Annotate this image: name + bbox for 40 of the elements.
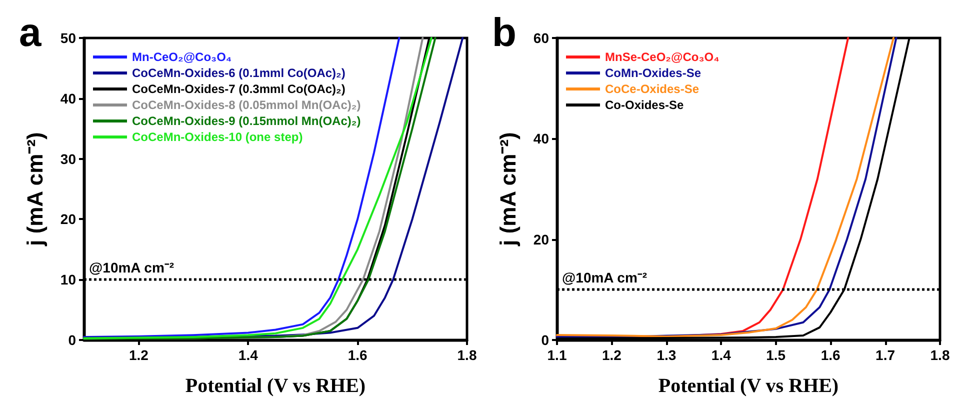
y-tick-label: 30 [60,150,76,167]
x-tick-label: 1.2 [128,347,149,363]
y-tick-label: 20 [60,211,76,228]
y-tick-label: 20 [533,231,550,248]
y-tick-label: 0 [541,332,550,348]
ref-line-label: @10mA cm⁻² [89,260,174,276]
x-tick-label: 1.8 [457,347,477,363]
x-tick-label: 1.4 [238,347,258,363]
chart-title: a [19,11,42,55]
legend-label: CoCeMn-Oxides-6 (0.1mml Co(OAc)₂) [132,66,346,80]
x-tick-label: 1.7 [876,347,896,363]
chart-title: b [492,11,516,55]
x-axis-title: Potential (V vs RHE) [658,375,839,397]
x-tick-label: 1.8 [930,347,950,363]
legend-label: Co-Oxides-Se [605,98,684,112]
ref-line-label: @10mA cm⁻² [562,270,648,286]
y-tick-label: 10 [60,272,76,288]
legend-label: CoCe-Oxides-Se [605,82,700,96]
y-axis-title: j (mA cm⁻²) [496,132,520,247]
legend-label: CoCeMn-Oxides-8 (0.05mmol Mn(OAc)₂) [132,98,361,112]
y-tick-label: 50 [60,30,76,46]
y-tick-label: 40 [533,130,550,147]
legend-label: CoCeMn-Oxides-7 (0.3mml Co(OAc)₂) [132,82,346,96]
x-tick-label: 1.4 [711,347,732,363]
legend-label: MnSe-CeO₂@Co₃O₄ [605,50,720,64]
y-tick-label: 60 [533,30,550,46]
legend-label: CoCeMn-Oxides-9 (0.15mmol Mn(OAc)₂) [132,114,361,128]
x-tick-label: 1.6 [820,347,841,363]
x-tick-label: 1.2 [602,347,622,363]
x-tick-label: 1.5 [766,347,786,363]
x-tick-label: 1.1 [547,347,567,363]
legend-label: CoCeMn-Oxides-10 (one step) [132,130,303,144]
y-tick-label: 0 [68,332,76,348]
x-axis-title: Potential (V vs RHE) [185,375,366,397]
y-tick-label: 40 [60,90,76,106]
x-tick-label: 1.3 [656,347,676,363]
legend-label: CoMn-Oxides-Se [605,66,702,80]
x-tick-label: 1.6 [348,347,368,363]
y-axis-title: j (mA cm⁻²) [22,132,48,247]
legend-label: Mn-CeO₂@Co₃O₄ [132,50,232,64]
